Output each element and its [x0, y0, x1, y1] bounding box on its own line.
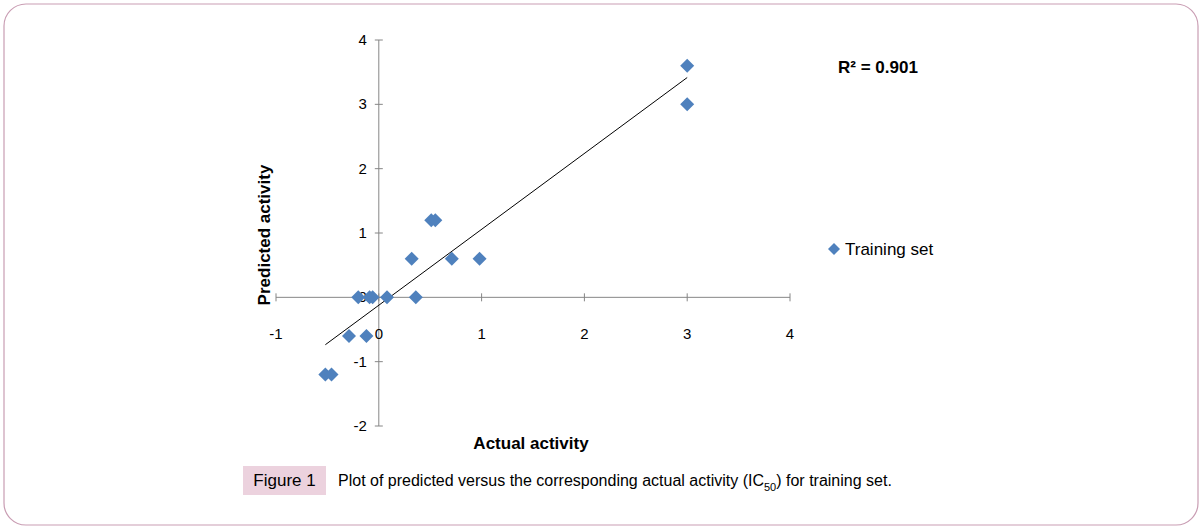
y-tick: [375, 168, 383, 169]
figure-label-box: [243, 466, 326, 495]
point: [405, 252, 419, 266]
y-tick: [375, 361, 383, 362]
point: [325, 368, 339, 382]
figure-label: Figure 1: [253, 471, 315, 490]
x-tick: [584, 293, 585, 301]
point: [473, 252, 487, 266]
x-tick: [276, 293, 277, 301]
point: [380, 290, 394, 304]
y-tick: [375, 104, 383, 105]
y-tick-label: 2: [358, 160, 366, 177]
point: [359, 329, 373, 343]
y-tick-label: 4: [358, 31, 366, 48]
caption-text: Plot of predicted versus the correspondi…: [338, 472, 764, 489]
caption-subscript: 50: [764, 481, 776, 493]
point: [428, 213, 442, 227]
x-tick: [687, 293, 688, 301]
figure-frame: [4, 4, 1198, 525]
trendline: [325, 78, 687, 345]
point: [445, 252, 459, 266]
legend-label: Training set: [845, 240, 933, 259]
point: [680, 59, 694, 73]
point: [342, 329, 356, 343]
x-axis-title: Actual activity: [473, 434, 589, 453]
plot-area: [318, 59, 694, 382]
x-tick-label: 4: [786, 325, 794, 342]
y-tick-label: -2: [353, 417, 366, 434]
point: [409, 290, 423, 304]
point: [366, 290, 380, 304]
x-tick: [481, 293, 482, 301]
x-tick-label: 1: [477, 325, 485, 342]
x-tick-label: 3: [683, 325, 691, 342]
x-tick-label: -1: [269, 325, 282, 342]
y-tick-label: -1: [353, 353, 366, 370]
caption-end: ) for training set.: [776, 472, 892, 489]
y-tick: [375, 426, 383, 427]
point: [680, 97, 694, 111]
y-tick: [375, 40, 383, 41]
y-tick: [375, 233, 383, 234]
y-tick-label: 1: [358, 224, 366, 241]
figure-caption: Plot of predicted versus the correspondi…: [338, 472, 892, 493]
x-tick-label: 2: [580, 325, 588, 342]
y-axis-title: Predicted activity: [255, 164, 274, 305]
x-tick: [790, 293, 791, 301]
x-tick-label: 0: [375, 325, 383, 342]
legend-marker: [828, 243, 840, 255]
chart: -101234-2-101234Actual activityPredicted…: [0, 0, 1202, 529]
annotation: R² = 0.901: [838, 58, 918, 77]
y-tick-label: 3: [358, 95, 366, 112]
